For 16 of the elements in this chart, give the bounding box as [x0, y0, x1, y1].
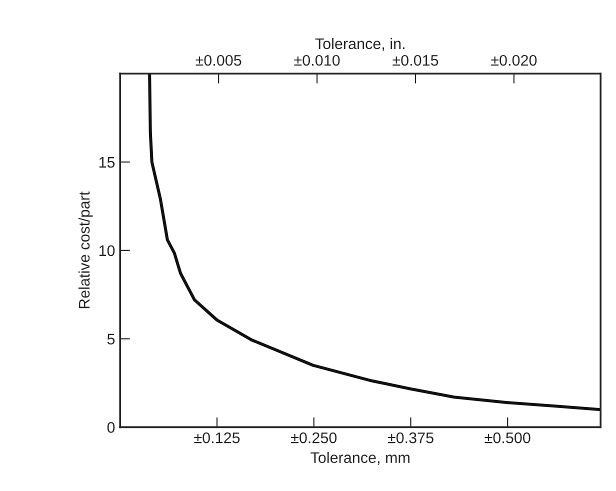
y-tick-label: 10 [99, 245, 115, 256]
x-axis-title: Tolerance, mm [310, 452, 410, 465]
x2-tick-label: ±0.010 [294, 54, 340, 66]
y-tick-label: 15 [99, 157, 115, 168]
x2-tick-label: ±0.015 [392, 54, 438, 66]
x-tick-label: ±0.125 [194, 432, 240, 444]
x2-tick-label: ±0.005 [196, 54, 242, 66]
y-axis-title: Relative cost/part [78, 192, 93, 308]
y-tick-label: 0 [107, 422, 115, 433]
x-tick-label: ±0.500 [484, 432, 530, 444]
y-tick-label: 5 [107, 334, 115, 344]
line-series [148, 74, 601, 412]
x-tick-label: ±0.250 [291, 432, 337, 444]
x-tick-label: ±0.375 [388, 432, 434, 444]
x2-tick-label: ±0.020 [491, 54, 537, 66]
x2-axis-title: Tolerance, in. [315, 38, 404, 51]
